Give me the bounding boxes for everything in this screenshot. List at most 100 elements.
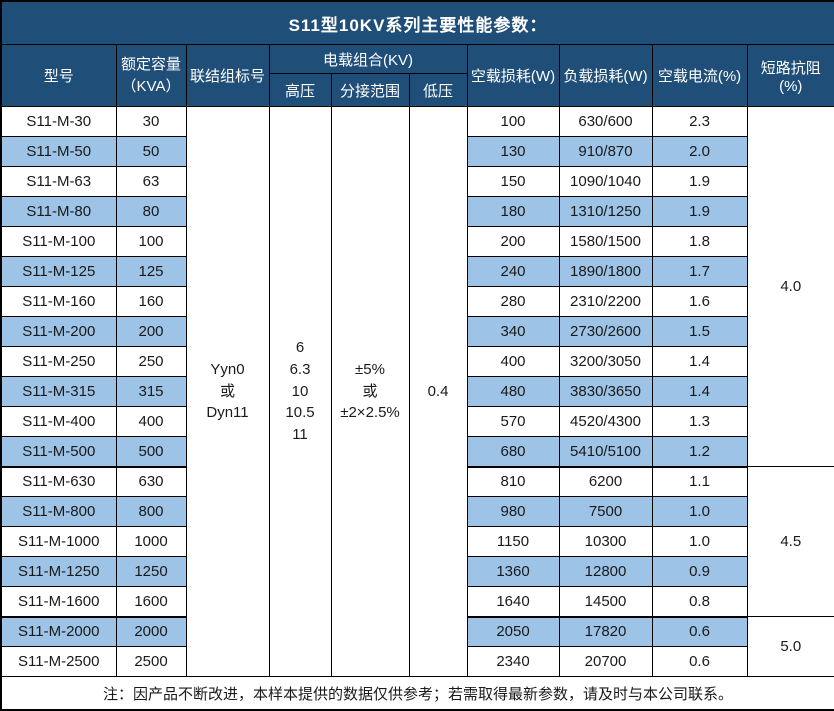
col-header-capacity: 额定容量 （KVA） xyxy=(115,44,187,107)
table-row: S11-M-2500 2500 2340 20700 0.6 xyxy=(0,646,834,677)
no-load-loss-cell: 100 xyxy=(466,106,560,137)
table-row: S11-M-315 315 480 3830/3650 1.4 xyxy=(0,376,834,407)
no-load-loss-cell: 130 xyxy=(466,136,560,167)
no-load-loss-cell: 340 xyxy=(466,316,560,347)
table-row: S11-M-200 200 340 2730/2600 1.5 xyxy=(0,316,834,347)
table-row: S11-M-50 50 130 910/870 2.0 xyxy=(0,136,834,167)
model-cell: S11-M-500 xyxy=(0,436,117,468)
load-loss-cell: 20700 xyxy=(558,646,653,677)
no-load-current-cell: 2.0 xyxy=(651,136,748,167)
capacity-cell: 630 xyxy=(115,466,187,497)
table-row: S11-M-1250 1250 1360 12800 0.9 xyxy=(0,556,834,587)
model-cell: S11-M-80 xyxy=(0,196,117,227)
no-load-loss-cell: 570 xyxy=(466,406,560,437)
model-cell: S11-M-200 xyxy=(0,316,117,347)
capacity-cell: 2500 xyxy=(115,646,187,677)
table-row: S11-M-80 80 180 1310/1250 1.9 xyxy=(0,196,834,227)
table-row: S11-M-160 160 280 2310/2200 1.6 xyxy=(0,286,834,317)
load-loss-cell: 17820 xyxy=(558,616,653,647)
table-row: S11-M-125 125 240 1890/1800 1.7 xyxy=(0,256,834,287)
load-loss-cell: 14500 xyxy=(558,586,653,618)
no-load-loss-cell: 480 xyxy=(466,376,560,407)
capacity-cell: 1600 xyxy=(115,586,187,618)
no-load-loss-cell: 240 xyxy=(466,256,560,287)
no-load-loss-cell: 1640 xyxy=(466,586,560,618)
impedance-group-1-cell: 4.0 xyxy=(746,106,834,467)
load-loss-cell: 7500 xyxy=(558,496,653,527)
col-header-model: 型号 xyxy=(0,44,117,107)
col-header-impedance: 短路抗阻(%) xyxy=(746,44,834,107)
load-loss-cell: 2310/2200 xyxy=(558,286,653,317)
model-cell: S11-M-1600 xyxy=(0,586,117,618)
model-cell: S11-M-50 xyxy=(0,136,117,167)
load-loss-cell: 1310/1250 xyxy=(558,196,653,227)
no-load-current-cell: 1.9 xyxy=(651,196,748,227)
capacity-cell: 100 xyxy=(115,226,187,257)
impedance-group-2-cell: 4.5 xyxy=(746,466,834,617)
hv-cell: 6 6.3 10 10.5 11 xyxy=(268,106,332,677)
col-header-voltage-combo: 电载组合(KV) xyxy=(268,44,468,74)
vector-group-cell: Yyn0 或 Dyn11 xyxy=(185,106,270,677)
table-row: S11-M-630 630 810 6200 1.1 4.5 xyxy=(0,466,834,617)
model-cell: S11-M-800 xyxy=(0,496,117,527)
model-cell: S11-M-160 xyxy=(0,286,117,317)
model-cell: S11-M-125 xyxy=(0,256,117,287)
no-load-current-cell: 1.3 xyxy=(651,406,748,437)
no-load-current-cell: 1.6 xyxy=(651,286,748,317)
col-header-vector-group: 联结组标号 xyxy=(185,44,270,107)
capacity-cell: 800 xyxy=(115,496,187,527)
capacity-cell: 2000 xyxy=(115,616,187,647)
lv-cell: 0.4 xyxy=(408,106,468,677)
model-cell: S11-M-1250 xyxy=(0,556,117,587)
col-header-load-loss: 负载损耗(W) xyxy=(558,44,653,107)
col-header-tap-range: 分接范围 xyxy=(330,73,410,107)
table-row: S11-M-1600 1600 1640 14500 0.8 xyxy=(0,586,834,618)
no-load-loss-cell: 400 xyxy=(466,346,560,377)
capacity-cell: 250 xyxy=(115,346,187,377)
no-load-current-cell: 1.0 xyxy=(651,496,748,527)
load-loss-cell: 630/600 xyxy=(558,106,653,137)
table-row: S11-M-30 30 Yyn0 或 Dyn11 6 6.3 10 10.5 1… xyxy=(0,106,834,677)
no-load-current-cell: 1.4 xyxy=(651,346,748,377)
no-load-loss-cell: 200 xyxy=(466,226,560,257)
table-row: S11-M-500 500 680 5410/5100 1.2 xyxy=(0,436,834,468)
model-cell: S11-M-2000 xyxy=(0,616,117,647)
model-cell: S11-M-630 xyxy=(0,466,117,497)
no-load-current-cell: 0.8 xyxy=(651,586,748,618)
model-cell: S11-M-315 xyxy=(0,376,117,407)
load-loss-cell: 1890/1800 xyxy=(558,256,653,287)
no-load-current-cell: 0.6 xyxy=(651,616,748,647)
model-cell: S11-M-250 xyxy=(0,346,117,377)
table-row: S11-M-2000 2000 2050 17820 0.6 5.0 xyxy=(0,616,834,677)
load-loss-cell: 6200 xyxy=(558,466,653,497)
table-row: S11-M-100 100 200 1580/1500 1.8 xyxy=(0,226,834,257)
no-load-loss-cell: 180 xyxy=(466,196,560,227)
no-load-loss-cell: 150 xyxy=(466,166,560,197)
capacity-cell: 315 xyxy=(115,376,187,407)
no-load-current-cell: 1.2 xyxy=(651,436,748,468)
col-header-hv: 高压 xyxy=(268,73,332,107)
model-cell: S11-M-400 xyxy=(0,406,117,437)
load-loss-cell: 1580/1500 xyxy=(558,226,653,257)
header-row-2: 高压 分接范围 低压 xyxy=(1,73,834,107)
no-load-current-cell: 0.6 xyxy=(651,646,748,677)
no-load-loss-cell: 980 xyxy=(466,496,560,527)
capacity-cell: 125 xyxy=(115,256,187,287)
capacity-cell: 160 xyxy=(115,286,187,317)
capacity-cell: 63 xyxy=(115,166,187,197)
load-loss-cell: 910/870 xyxy=(558,136,653,167)
model-cell: S11-M-1000 xyxy=(0,526,117,557)
load-loss-cell: 3830/3650 xyxy=(558,376,653,407)
no-load-current-cell: 0.9 xyxy=(651,556,748,587)
no-load-loss-cell: 2340 xyxy=(466,646,560,677)
tap-range-cell: ±5% 或 ±2×2.5% xyxy=(330,106,410,677)
load-loss-cell: 5410/5100 xyxy=(558,436,653,468)
impedance-group-3-cell: 5.0 xyxy=(746,616,834,677)
load-loss-cell: 10300 xyxy=(558,526,653,557)
capacity-cell: 50 xyxy=(115,136,187,167)
capacity-cell: 1000 xyxy=(115,526,187,557)
no-load-loss-cell: 280 xyxy=(466,286,560,317)
table-row: S11-M-400 400 570 4520/4300 1.3 xyxy=(0,406,834,437)
